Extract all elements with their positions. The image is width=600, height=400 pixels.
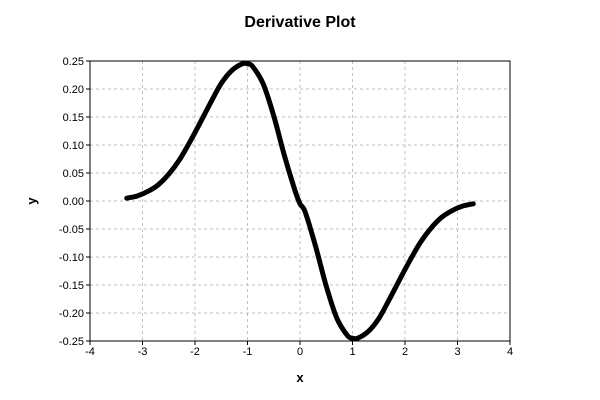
y-tick-label: 0.05	[63, 168, 84, 180]
y-tick-label: 0.20	[63, 84, 84, 96]
y-tick-label: -0.25	[59, 336, 84, 348]
tick-labels: -4 -3 -2 -1 0 1 2 3 4 0.25 0.20 0.15 0.10 0.05 0.00 -0.…	[59, 56, 513, 358]
series-line	[124, 60, 476, 342]
x-tick-label: 2	[402, 346, 408, 358]
series-layer	[124, 60, 476, 342]
x-tick-label: -4	[85, 346, 95, 358]
y-tick-label: 0.00	[63, 196, 84, 208]
x-tick-label: 0	[297, 346, 303, 358]
y-tick-label: 0.15	[63, 112, 84, 124]
x-tick-label: -2	[190, 346, 200, 358]
x-axis-label: x	[296, 370, 304, 385]
x-tick-label: 3	[454, 346, 460, 358]
y-tick-label: -0.05	[59, 224, 84, 236]
y-tick-label: 0.25	[63, 56, 84, 68]
y-tick-label: 0.10	[63, 140, 84, 152]
y-tick-label: -0.15	[59, 280, 84, 292]
x-tick-label: 1	[349, 346, 355, 358]
chart-title: Derivative Plot	[244, 14, 356, 31]
y-tick-label: -0.20	[59, 308, 84, 320]
y-tick-label: -0.10	[59, 252, 84, 264]
x-tick-label: -3	[138, 346, 148, 358]
y-axis-label: y	[24, 197, 39, 205]
x-tick-label: -1	[243, 346, 253, 358]
x-tick-label: 4	[507, 346, 513, 358]
